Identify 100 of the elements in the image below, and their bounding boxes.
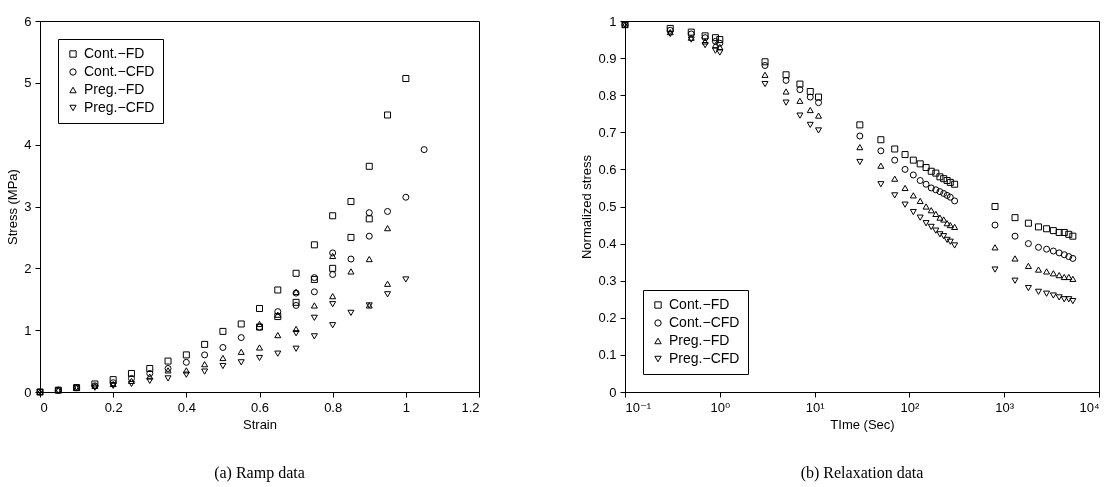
point bbox=[201, 368, 209, 375]
point bbox=[292, 301, 300, 309]
y-tick-label: 0.6 bbox=[598, 161, 617, 177]
point bbox=[384, 280, 392, 287]
point bbox=[310, 314, 318, 321]
x-tick-label: 0.8 bbox=[324, 399, 343, 415]
point bbox=[329, 293, 337, 300]
point bbox=[274, 311, 282, 318]
point bbox=[329, 249, 337, 257]
point bbox=[402, 75, 410, 83]
point bbox=[274, 332, 282, 339]
point bbox=[109, 376, 117, 384]
point bbox=[219, 354, 227, 362]
point bbox=[164, 357, 172, 365]
y-tick-label: 1 bbox=[24, 322, 32, 338]
point bbox=[256, 344, 263, 351]
point bbox=[329, 322, 337, 329]
y-tick-label: 0 bbox=[609, 384, 617, 400]
point bbox=[384, 225, 392, 232]
point bbox=[219, 362, 227, 370]
y-axis-title: Normalized stress bbox=[579, 154, 595, 260]
point bbox=[292, 330, 300, 337]
x-tick-label: 0.4 bbox=[177, 399, 196, 415]
point bbox=[402, 276, 410, 283]
y-tick-label: 0.8 bbox=[598, 87, 617, 103]
point bbox=[292, 269, 300, 277]
y-tick-label: 6 bbox=[24, 13, 32, 29]
point bbox=[292, 345, 300, 352]
point bbox=[347, 268, 355, 275]
y-tick-label: 0.4 bbox=[598, 236, 617, 252]
point bbox=[127, 380, 135, 388]
y-axis-title: Stress (MPa) bbox=[5, 169, 21, 245]
y-tick-label: 2 bbox=[24, 260, 32, 276]
point bbox=[237, 320, 245, 328]
point bbox=[310, 302, 318, 309]
point bbox=[384, 291, 392, 298]
point bbox=[347, 255, 355, 263]
point bbox=[365, 209, 373, 217]
point bbox=[274, 350, 282, 357]
point bbox=[146, 373, 154, 380]
x-tick-label: 0.6 bbox=[250, 399, 270, 415]
point bbox=[256, 354, 263, 362]
point bbox=[384, 207, 392, 215]
point bbox=[402, 193, 410, 201]
point bbox=[329, 271, 337, 279]
point bbox=[274, 313, 282, 321]
x-axis-title: TIme (Sec) bbox=[830, 416, 895, 432]
point bbox=[420, 146, 428, 154]
legend-label: Cont.−CFD bbox=[84, 63, 155, 79]
point bbox=[237, 348, 245, 355]
point bbox=[365, 162, 373, 170]
point bbox=[274, 308, 282, 316]
point bbox=[201, 361, 209, 368]
x-tick-label: 1.2 bbox=[461, 399, 480, 415]
x-tick-label: 10⁴ bbox=[1079, 399, 1100, 415]
point bbox=[347, 309, 355, 316]
point bbox=[182, 351, 190, 359]
point bbox=[146, 369, 154, 377]
point bbox=[365, 255, 373, 263]
legend-label: Preg.−FD bbox=[669, 332, 730, 348]
text: (a) Ramp data bbox=[214, 464, 305, 482]
text: (b) Relaxation data bbox=[800, 464, 924, 482]
x-tick-label: 10³ bbox=[995, 399, 1015, 415]
point bbox=[146, 377, 154, 384]
point bbox=[164, 375, 172, 382]
point bbox=[310, 333, 318, 340]
point bbox=[329, 212, 337, 220]
point bbox=[347, 233, 355, 241]
y-tick-label: 3 bbox=[24, 199, 32, 214]
point bbox=[182, 358, 190, 366]
x-axis-title: Strain bbox=[243, 416, 277, 432]
y-tick-label: 0 bbox=[24, 384, 32, 400]
point bbox=[310, 241, 318, 249]
point bbox=[329, 252, 337, 260]
legend-label: Cont.−CFD bbox=[669, 314, 740, 330]
legend-label: Preg.−CFD bbox=[84, 99, 155, 115]
y-tick-label: 0.2 bbox=[598, 310, 617, 326]
point bbox=[219, 343, 227, 351]
point bbox=[292, 325, 300, 333]
legend-label: Cont.−FD bbox=[84, 45, 145, 61]
point bbox=[329, 264, 337, 272]
x-tick-label: 0 bbox=[40, 399, 48, 415]
x-tick-label: 10⁻¹ bbox=[625, 399, 652, 415]
y-tick-label: 1 bbox=[609, 13, 617, 29]
point bbox=[365, 215, 373, 223]
point bbox=[146, 365, 154, 372]
point bbox=[201, 351, 209, 359]
point bbox=[127, 369, 135, 377]
y-tick-label: 0.7 bbox=[598, 124, 617, 140]
y-tick-label: 0.3 bbox=[598, 273, 617, 289]
y-tick-label: 0.5 bbox=[598, 199, 617, 214]
point bbox=[310, 288, 318, 296]
y-tick-label: 4 bbox=[24, 137, 32, 153]
x-tick-label: 0.2 bbox=[104, 399, 123, 415]
point bbox=[182, 371, 190, 378]
y-tick-label: 0.1 bbox=[598, 347, 617, 363]
point bbox=[384, 111, 392, 119]
point bbox=[347, 198, 355, 206]
point bbox=[329, 301, 337, 308]
x-tick-label: 1 bbox=[402, 399, 410, 415]
